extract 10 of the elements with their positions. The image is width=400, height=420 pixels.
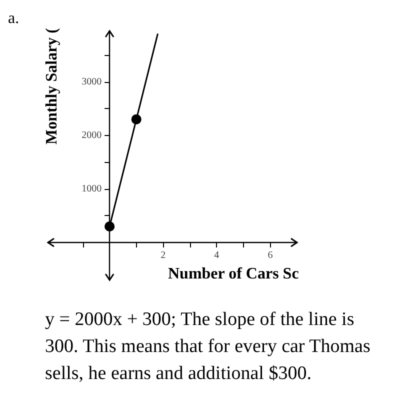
x-axis-title: Number of Cars Sc <box>168 266 299 282</box>
y-tick-label: 2000 <box>82 130 102 141</box>
x-tick-label: 6 <box>268 250 273 262</box>
text: y = 2000x + 300; The slope of the line is 300. This means that for every car Thomas sells, he earns and additional $300. <box>45 308 372 386</box>
text: a. <box>8 10 20 28</box>
x-tick-label: 4 <box>214 250 220 262</box>
y-tick-label: 3000 <box>82 76 102 88</box>
x-tick-label: 2 <box>160 250 166 262</box>
y-tick-label: 1000 <box>82 183 102 194</box>
y-axis-title: Monthly Salary ( <box>44 28 60 144</box>
